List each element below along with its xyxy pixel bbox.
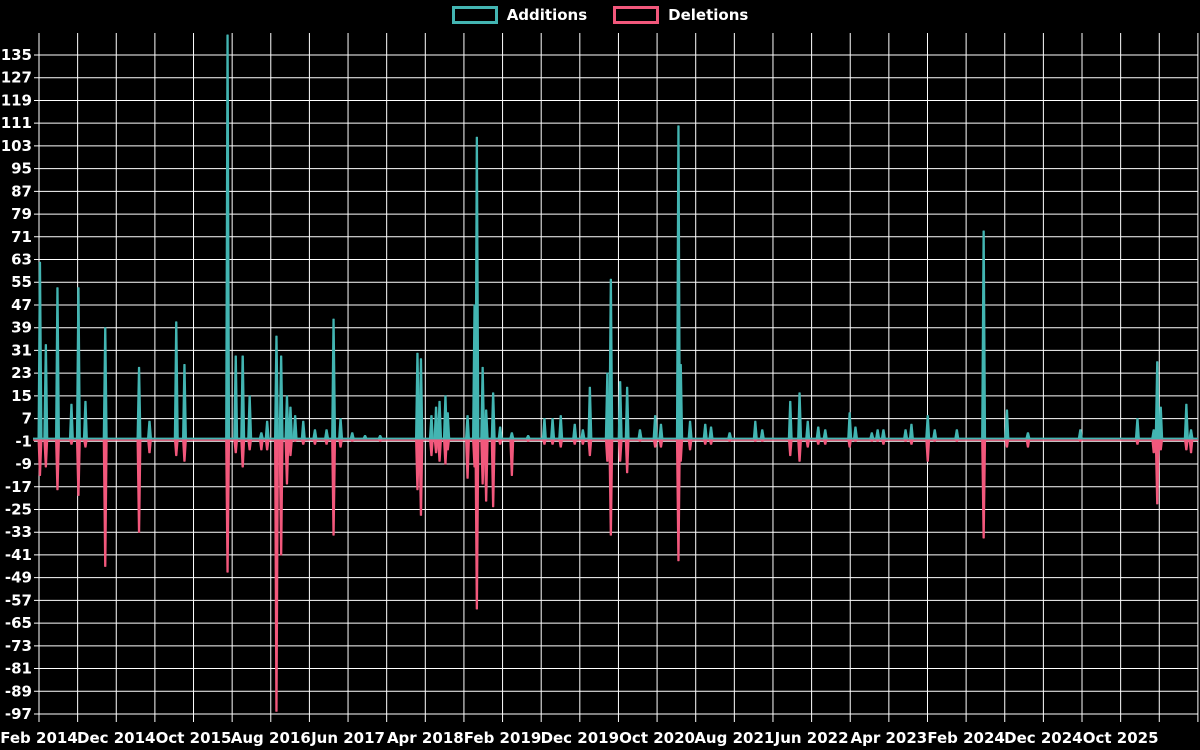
y-tick-label: -73 (5, 637, 32, 655)
x-tick-label: Apr 2023 (851, 729, 928, 747)
x-tick-label: Dec 2014 (77, 729, 156, 747)
y-tick-label: -89 (5, 682, 32, 700)
y-tick-label: -33 (5, 523, 32, 541)
x-tick-label: Oct 2015 (156, 729, 232, 747)
y-tick-label: -65 (5, 614, 32, 632)
x-tick-label: Oct 2025 (1083, 729, 1159, 747)
y-tick-label: 111 (1, 114, 32, 132)
y-tick-label: -9 (15, 455, 32, 473)
y-tick-label: 135 (1, 46, 32, 64)
x-tick-label: Dec 2019 (541, 729, 620, 747)
y-tick-label: 79 (11, 205, 32, 223)
y-tick-label: -97 (5, 705, 32, 723)
x-tick-label: Feb 2024 (927, 729, 1005, 747)
y-tick-label: 39 (11, 319, 32, 337)
x-tick-label: Jun 2022 (774, 729, 849, 747)
y-tick-label: -49 (5, 569, 32, 587)
legend-item-deletions[interactable]: Deletions (613, 6, 748, 24)
y-tick-label: -81 (5, 660, 32, 678)
y-tick-label: 47 (11, 296, 32, 314)
y-tick-label: 63 (11, 251, 32, 269)
y-tick-label: 55 (11, 273, 32, 291)
y-tick-label: 95 (11, 160, 32, 178)
y-tick-label: 127 (1, 69, 32, 87)
x-tick-label: Jun 2017 (310, 729, 385, 747)
y-tick-label: -57 (5, 591, 32, 609)
x-tick-label: Feb 2019 (464, 729, 542, 747)
y-tick-label: -41 (5, 546, 32, 564)
y-tick-label: 7 (22, 410, 32, 428)
y-tick-label: 71 (11, 228, 32, 246)
y-tick-label: 119 (1, 91, 32, 109)
x-tick-label: Dec 2024 (1004, 729, 1083, 747)
x-tick-label: Feb 2014 (0, 729, 78, 747)
y-tick-label: 31 (11, 341, 32, 359)
x-tick-label: Oct 2020 (619, 729, 695, 747)
deletions-swatch-icon (613, 6, 660, 24)
legend-deletions-label: Deletions (668, 6, 749, 24)
additions-swatch-icon (451, 6, 498, 24)
y-tick-label: -17 (5, 478, 32, 496)
chart-legend: Additions Deletions (0, 6, 1200, 24)
legend-additions-label: Additions (506, 6, 588, 24)
legend-item-additions[interactable]: Additions (451, 6, 588, 24)
y-tick-label: 15 (11, 387, 32, 405)
y-tick-label: 87 (11, 182, 32, 200)
y-tick-label: 23 (11, 364, 32, 382)
x-tick-label: Aug 2021 (694, 729, 774, 747)
x-tick-label: Apr 2018 (387, 729, 464, 747)
y-tick-label: 103 (1, 137, 32, 155)
x-tick-label: Aug 2016 (231, 729, 311, 747)
y-tick-label: -1 (15, 432, 32, 450)
y-tick-label: -25 (5, 500, 32, 518)
